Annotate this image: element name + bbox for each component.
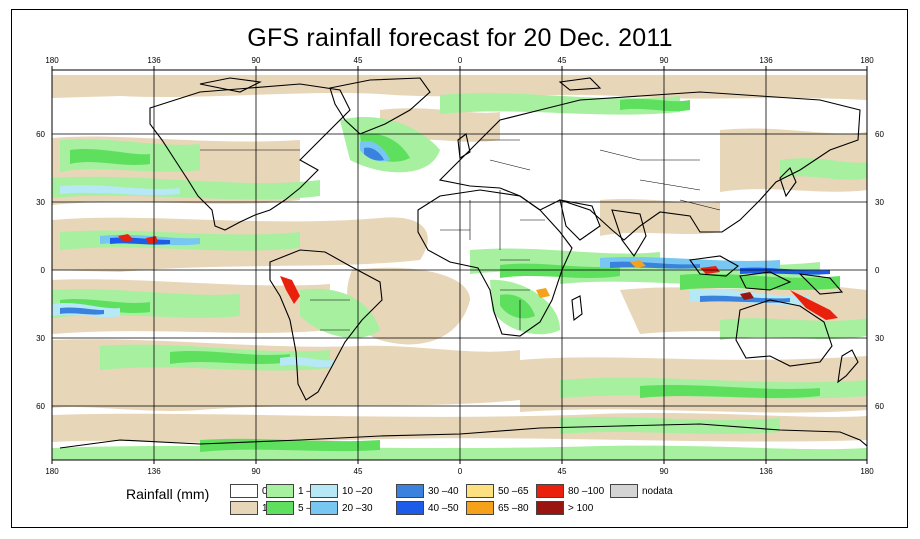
legend-swatch [536,484,564,498]
figure-frame [11,9,908,528]
legend-swatch [230,484,258,498]
legend-label: > 100 [568,502,594,514]
legend-swatch [466,484,494,498]
legend-swatch [310,484,338,498]
legend-label: 20 –30 [342,502,373,514]
legend-label: 40 –50 [428,502,459,514]
legend-item: 80 –100 [536,483,604,499]
tick-marks [51,66,868,464]
graticule [52,70,867,460]
lon-label-bottom: 136 [759,467,773,476]
legend-label: 65 –80 [498,502,529,514]
legend-swatch [230,501,258,515]
lon-label-top: 180 [45,56,59,65]
coastlines [59,77,867,449]
lon-label-top: 0 [458,56,463,65]
lon-label-top: 136 [759,56,773,65]
legend-item: 50 –65 [466,483,529,499]
lon-label-top: 90 [660,56,669,65]
legend-swatch [310,501,338,515]
lon-label-bottom: 90 [660,467,669,476]
lat-label-right: 30 [875,334,884,343]
legend-swatch [266,484,294,498]
map-title: GFS rainfall forecast for 20 Dec. 2011 [247,24,673,52]
legend-item: > 100 [536,500,593,516]
lon-label-bottom: 45 [558,467,567,476]
legend-swatch [466,501,494,515]
legend-swatch [396,484,424,498]
legend-label: 80 –100 [568,485,605,497]
lat-label-left: 0 [41,266,46,275]
legend-item: 40 –50 [396,500,459,516]
lon-label-bottom: 0 [458,467,463,476]
lon-label-bottom: 180 [45,467,59,476]
legend-item: 10 –20 [310,483,373,499]
legend-item: nodata [610,483,673,499]
lat-label-left: 30 [36,198,45,207]
legend-label: 30 –40 [428,485,459,497]
lon-label-bottom: 45 [354,467,363,476]
legend-swatch [536,501,564,515]
legend-label: 1 – 5 [298,485,320,497]
lon-label-top: 45 [354,56,363,65]
lon-label-top: 90 [252,56,261,65]
legend-swatch [266,501,294,515]
legend-label: 0 [262,485,268,497]
legend-swatch [610,484,638,498]
legend-swatch [396,501,424,515]
legend-label: 10 –20 [342,485,373,497]
lon-label-top: 136 [147,56,161,65]
legend-label: nodata [642,485,673,497]
legend-item: 30 –40 [396,483,459,499]
legend-item: 20 –30 [310,500,373,516]
lat-label-left: 60 [36,130,45,139]
lon-label-top: 180 [860,56,874,65]
legend-item: 0 [230,483,268,499]
legend-title: Rainfall (mm) [126,486,210,502]
legend-label: 1 [262,502,268,514]
lon-label-bottom: 136 [147,467,161,476]
lon-label-bottom: 180 [860,467,874,476]
rain-heavy-areas [118,234,838,320]
lat-label-right: 60 [875,130,884,139]
legend-item: 1 – 5 [266,483,320,499]
lat-label-left: 60 [36,402,45,411]
lat-label-right: 60 [875,402,884,411]
lat-label-right: 30 [875,198,884,207]
legend-label: 50 –65 [498,485,529,497]
lat-label-left: 30 [36,334,45,343]
lon-label-top: 45 [558,56,567,65]
lon-label-bottom: 90 [252,467,261,476]
rain-5-10mm-areas [60,98,840,452]
lat-label-right: 0 [875,266,880,275]
legend-item: 65 –80 [466,500,529,516]
legend-item: 1 [230,500,268,516]
